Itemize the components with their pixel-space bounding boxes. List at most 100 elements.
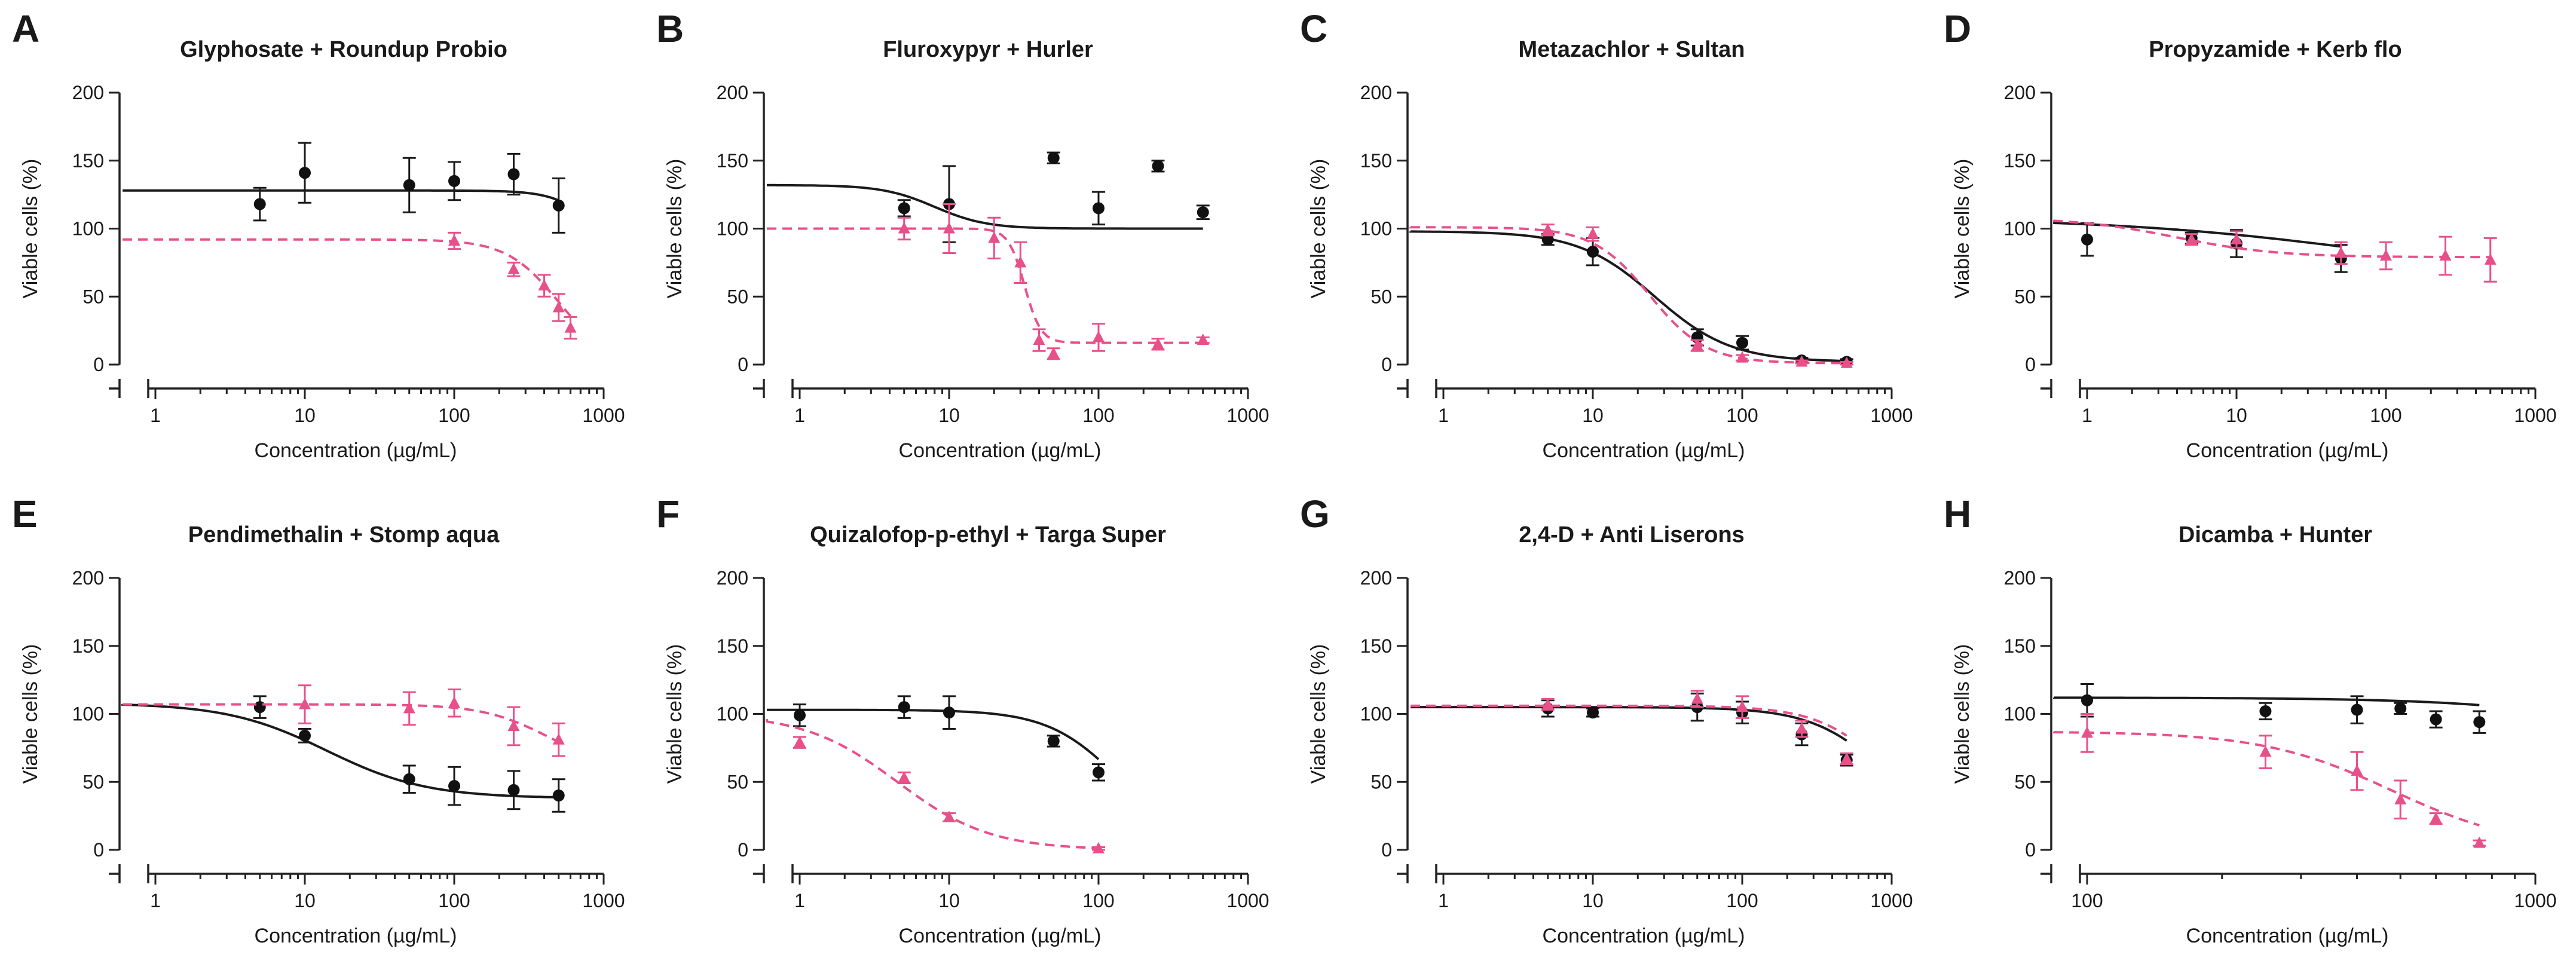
x-tick-label: 1 xyxy=(794,890,805,911)
data-point-formulation xyxy=(1541,697,1554,709)
chart-title: Propyzamide + Kerb flo xyxy=(2149,37,2401,62)
fit-curve-series-1 xyxy=(2053,219,2491,259)
fit-curve-series-0 xyxy=(1409,230,1847,362)
x-tick-label: 1 xyxy=(1438,405,1449,426)
data-point-formulation xyxy=(2335,246,2347,258)
data-point-formulation xyxy=(2231,232,2242,244)
data-point-active xyxy=(2259,705,2272,717)
y-tick-label: 100 xyxy=(717,218,748,240)
data-point-active xyxy=(2394,702,2407,715)
fit-curve-series-1 xyxy=(767,227,1203,344)
data-point-formulation xyxy=(898,222,910,234)
fit-curve-series-1 xyxy=(123,703,559,743)
data-point-active xyxy=(898,701,910,714)
data-point-active xyxy=(1047,152,1060,164)
data-point-formulation xyxy=(2473,836,2486,848)
chart-panel-c: C Metazachlor + Sultan 0 50 100 150 200 Viable … xyxy=(1300,7,1913,462)
x-tick-label: 100 xyxy=(438,405,470,426)
data-point-active xyxy=(1587,706,1599,719)
data-point-formulation xyxy=(1691,692,1703,704)
data-point-formulation xyxy=(507,262,520,274)
y-tick-label: 0 xyxy=(738,839,748,861)
fit-curve-series-0 xyxy=(121,703,559,798)
fit-curve-series-0 xyxy=(2053,696,2480,706)
data-point-formulation xyxy=(448,696,460,708)
data-point-formulation xyxy=(552,301,565,313)
panel-letter: F xyxy=(656,492,680,536)
y-tick-label: 100 xyxy=(72,218,104,240)
data-point-active xyxy=(2430,713,2442,726)
x-tick-label: 1000 xyxy=(582,890,625,911)
y-tick-label: 150 xyxy=(1360,150,1392,172)
data-point-formulation xyxy=(943,222,955,234)
x-tick-label: 100 xyxy=(1726,405,1758,426)
data-point-formulation xyxy=(943,810,955,822)
x-tick-label: 1 xyxy=(150,890,161,911)
data-point-active xyxy=(2351,703,2363,716)
y-tick-label: 0 xyxy=(2025,839,2036,861)
y-tick-label: 50 xyxy=(1370,771,1392,792)
data-point-formulation xyxy=(1014,256,1027,268)
chart-title: 2,4-D + Anti Liserons xyxy=(1519,522,1745,547)
panel-letter: B xyxy=(656,7,684,50)
data-point-formulation xyxy=(2439,249,2452,261)
chart-panel-b: B Fluroxypyr + Hurler 0 50 100 150 200 Viable c… xyxy=(656,7,1269,462)
data-point-active xyxy=(552,199,565,212)
x-tick-label: 10 xyxy=(294,405,316,426)
y-tick-label: 150 xyxy=(2004,150,2036,172)
panel-letter: D xyxy=(1944,7,1971,50)
fit-curve-series-0 xyxy=(1411,706,1847,742)
data-point-formulation xyxy=(1795,355,1808,367)
data-point-active xyxy=(1093,202,1105,215)
data-point-active xyxy=(2081,233,2093,246)
x-tick-label: 1000 xyxy=(1226,405,1269,426)
data-point-active xyxy=(1587,246,1599,258)
fit-curve-series-0 xyxy=(123,189,559,202)
data-point-formulation xyxy=(564,321,577,333)
y-tick-label: 50 xyxy=(2014,286,2036,307)
data-point-active xyxy=(448,780,460,792)
x-tick-label: 1 xyxy=(1438,890,1449,911)
data-point-formulation xyxy=(1736,700,1748,712)
x-axis-label: Concentration (µg/mL) xyxy=(899,925,1102,947)
data-point-active xyxy=(2473,716,2486,729)
data-point-formulation xyxy=(538,279,550,291)
data-point-formulation xyxy=(2430,812,2442,824)
y-tick-label: 0 xyxy=(93,354,104,375)
x-tick-label: 100 xyxy=(1082,405,1114,426)
y-tick-label: 50 xyxy=(727,286,748,307)
y-tick-label: 200 xyxy=(2004,82,2036,103)
chart-panel-e: E Pendimethalin + Stomp aqua 0 50 100 150 200 V… xyxy=(12,492,625,947)
data-point-active xyxy=(403,773,415,785)
y-tick-label: 0 xyxy=(1381,839,1392,861)
data-point-formulation xyxy=(2484,253,2497,265)
y-axis-label: Viable cells (%) xyxy=(19,159,42,299)
y-axis-label: Viable cells (%) xyxy=(663,644,686,784)
data-point-formulation xyxy=(507,719,520,731)
data-point-formulation xyxy=(1840,356,1853,368)
y-tick-label: 200 xyxy=(72,82,104,103)
data-point-formulation xyxy=(448,234,460,246)
y-axis-label: Viable cells (%) xyxy=(1307,644,1330,784)
data-point-active xyxy=(299,167,311,179)
data-point-active xyxy=(552,790,565,801)
panel-letter: H xyxy=(1944,492,1971,536)
chart-title: Quizalofop-p-ethyl + Targa Super xyxy=(810,522,1166,547)
data-point-formulation xyxy=(1033,333,1045,345)
data-point-formulation xyxy=(2081,726,2093,738)
y-tick-label: 150 xyxy=(2004,635,2036,657)
fit-curve-series-1 xyxy=(123,238,572,317)
data-point-formulation xyxy=(1587,227,1599,239)
y-tick-label: 0 xyxy=(1381,354,1392,375)
data-point-formulation xyxy=(2259,745,2272,757)
data-point-active xyxy=(448,175,460,187)
chart-title: Glyphosate + Roundup Probio xyxy=(180,37,507,62)
y-tick-label: 100 xyxy=(717,703,748,725)
y-tick-label: 150 xyxy=(72,635,104,657)
panel-letter: E xyxy=(12,492,38,536)
y-tick-label: 200 xyxy=(2004,567,2036,589)
data-point-active xyxy=(403,179,415,191)
y-tick-label: 0 xyxy=(93,839,104,861)
y-tick-label: 200 xyxy=(717,567,748,589)
